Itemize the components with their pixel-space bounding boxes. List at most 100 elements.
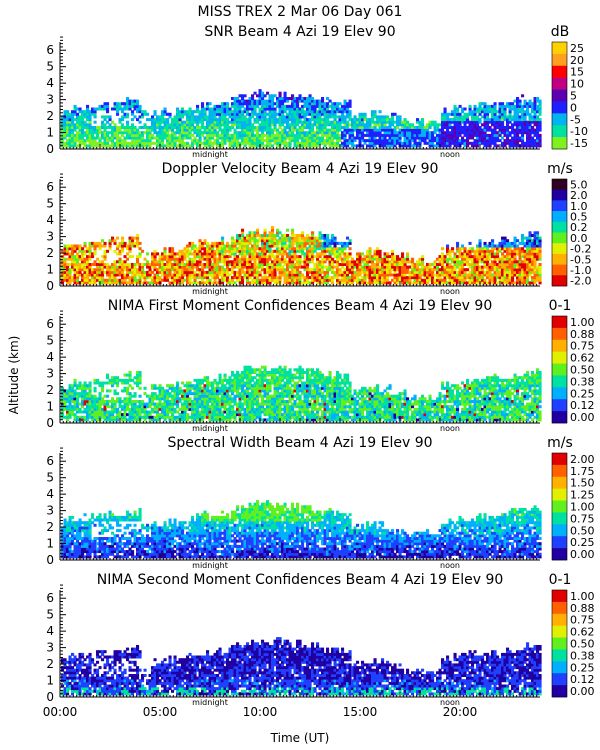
heatmap-cell — [143, 131, 147, 135]
heatmap-cell — [216, 107, 220, 111]
heatmap-cell — [218, 249, 222, 253]
heatmap-cell — [186, 144, 190, 148]
heatmap-cell — [371, 126, 375, 129]
heatmap-cell — [291, 136, 295, 140]
heatmap-cell — [493, 136, 497, 140]
heatmap-cell — [506, 120, 510, 124]
heatmap-cell — [398, 257, 402, 261]
heatmap-cell — [396, 133, 400, 137]
heatmap-cell — [348, 136, 352, 140]
heatmap-cell — [68, 255, 72, 259]
heatmap-cell — [253, 133, 257, 137]
heatmap-cell — [318, 102, 322, 106]
heatmap-cell — [346, 128, 350, 132]
heatmap-cell — [391, 118, 395, 122]
heatmap-cell — [226, 273, 230, 277]
heatmap-cell — [283, 104, 287, 108]
heatmap-cell — [286, 276, 290, 280]
heatmap-cell — [211, 107, 215, 111]
heatmap-cell — [368, 131, 372, 135]
heatmap-cell — [261, 91, 265, 95]
heatmap-cell — [263, 112, 267, 116]
heatmap-cell — [466, 276, 470, 280]
heatmap-cell — [136, 241, 140, 245]
heatmap-cell — [276, 118, 280, 122]
heatmap-cell — [86, 273, 90, 277]
heatmap-cell — [291, 94, 295, 98]
heatmap-cell — [466, 252, 470, 256]
heatmap-cell — [213, 249, 217, 253]
heatmap-cell — [296, 270, 300, 274]
heatmap-cell — [443, 139, 447, 143]
heatmap-cell — [96, 144, 100, 148]
heatmap-cell — [428, 133, 432, 137]
heatmap-cell — [328, 139, 332, 143]
heatmap-cell — [313, 131, 317, 135]
heatmap-cell — [376, 257, 380, 261]
heatmap-cell — [271, 128, 275, 132]
heatmap-cell — [218, 110, 222, 114]
heatmap-cell — [221, 257, 225, 261]
heatmap-cell — [336, 265, 340, 269]
heatmap-cell — [296, 141, 300, 145]
heatmap-cell — [276, 278, 280, 282]
heatmap-cell — [216, 249, 220, 253]
heatmap-cell — [426, 136, 430, 140]
heatmap-cell — [296, 107, 300, 111]
heatmap-cell — [343, 102, 347, 106]
heatmap-cell — [431, 136, 435, 140]
heatmap-cell — [136, 234, 140, 237]
heatmap-cell — [483, 112, 487, 116]
heatmap-cell — [221, 133, 225, 137]
heatmap-cell — [121, 247, 125, 251]
heatmap-cell — [466, 263, 470, 266]
heatmap-cell — [66, 270, 70, 274]
heatmap-cell — [518, 115, 522, 119]
heatmap-cell — [251, 247, 255, 251]
heatmap-cell — [318, 268, 322, 272]
heatmap-cell — [471, 128, 475, 132]
heatmap-cell — [176, 131, 180, 135]
heatmap-cell — [323, 276, 327, 280]
heatmap-cell — [513, 104, 517, 108]
heatmap-cell — [83, 249, 87, 253]
heatmap-cell — [263, 123, 267, 127]
heatmap-cell — [473, 268, 477, 272]
heatmap-cell — [466, 128, 470, 132]
heatmap-cell — [216, 270, 220, 274]
heatmap-cell — [68, 131, 72, 135]
heatmap-cell — [201, 115, 205, 119]
heatmap-cell — [248, 133, 252, 137]
heatmap-cell — [346, 263, 350, 266]
heatmap-cell — [251, 97, 255, 100]
heatmap-cell — [248, 144, 252, 148]
heatmap-cell — [106, 278, 110, 282]
heatmap-cell — [293, 268, 297, 272]
heatmap-cell — [241, 276, 245, 280]
heatmap-cell — [526, 126, 530, 129]
heatmap-cell — [471, 133, 475, 137]
heatmap-cell — [128, 244, 132, 248]
heatmap-cell — [313, 123, 317, 127]
heatmap-cell — [343, 136, 347, 140]
heatmap-cell — [226, 133, 230, 137]
heatmap-cell — [208, 281, 212, 285]
heatmap-cell — [311, 107, 315, 111]
heatmap-cell — [343, 118, 347, 122]
heatmap-cell — [273, 120, 277, 124]
heatmap-cell — [331, 234, 335, 237]
heatmap-cell — [381, 268, 385, 272]
heatmap-cell — [493, 118, 497, 122]
heatmap-cell — [481, 265, 485, 269]
heatmap-cell — [391, 136, 395, 140]
heatmap-cell — [71, 136, 75, 140]
heatmap-cell — [441, 247, 445, 251]
heatmap-cell — [363, 123, 367, 127]
heatmap-cell — [323, 104, 327, 108]
heatmap-cell — [116, 236, 120, 240]
heatmap-cell — [401, 120, 405, 124]
heatmap-cell — [376, 273, 380, 277]
heatmap-cell — [256, 278, 260, 282]
heatmap-cell — [211, 273, 215, 277]
heatmap-cell — [381, 276, 385, 280]
